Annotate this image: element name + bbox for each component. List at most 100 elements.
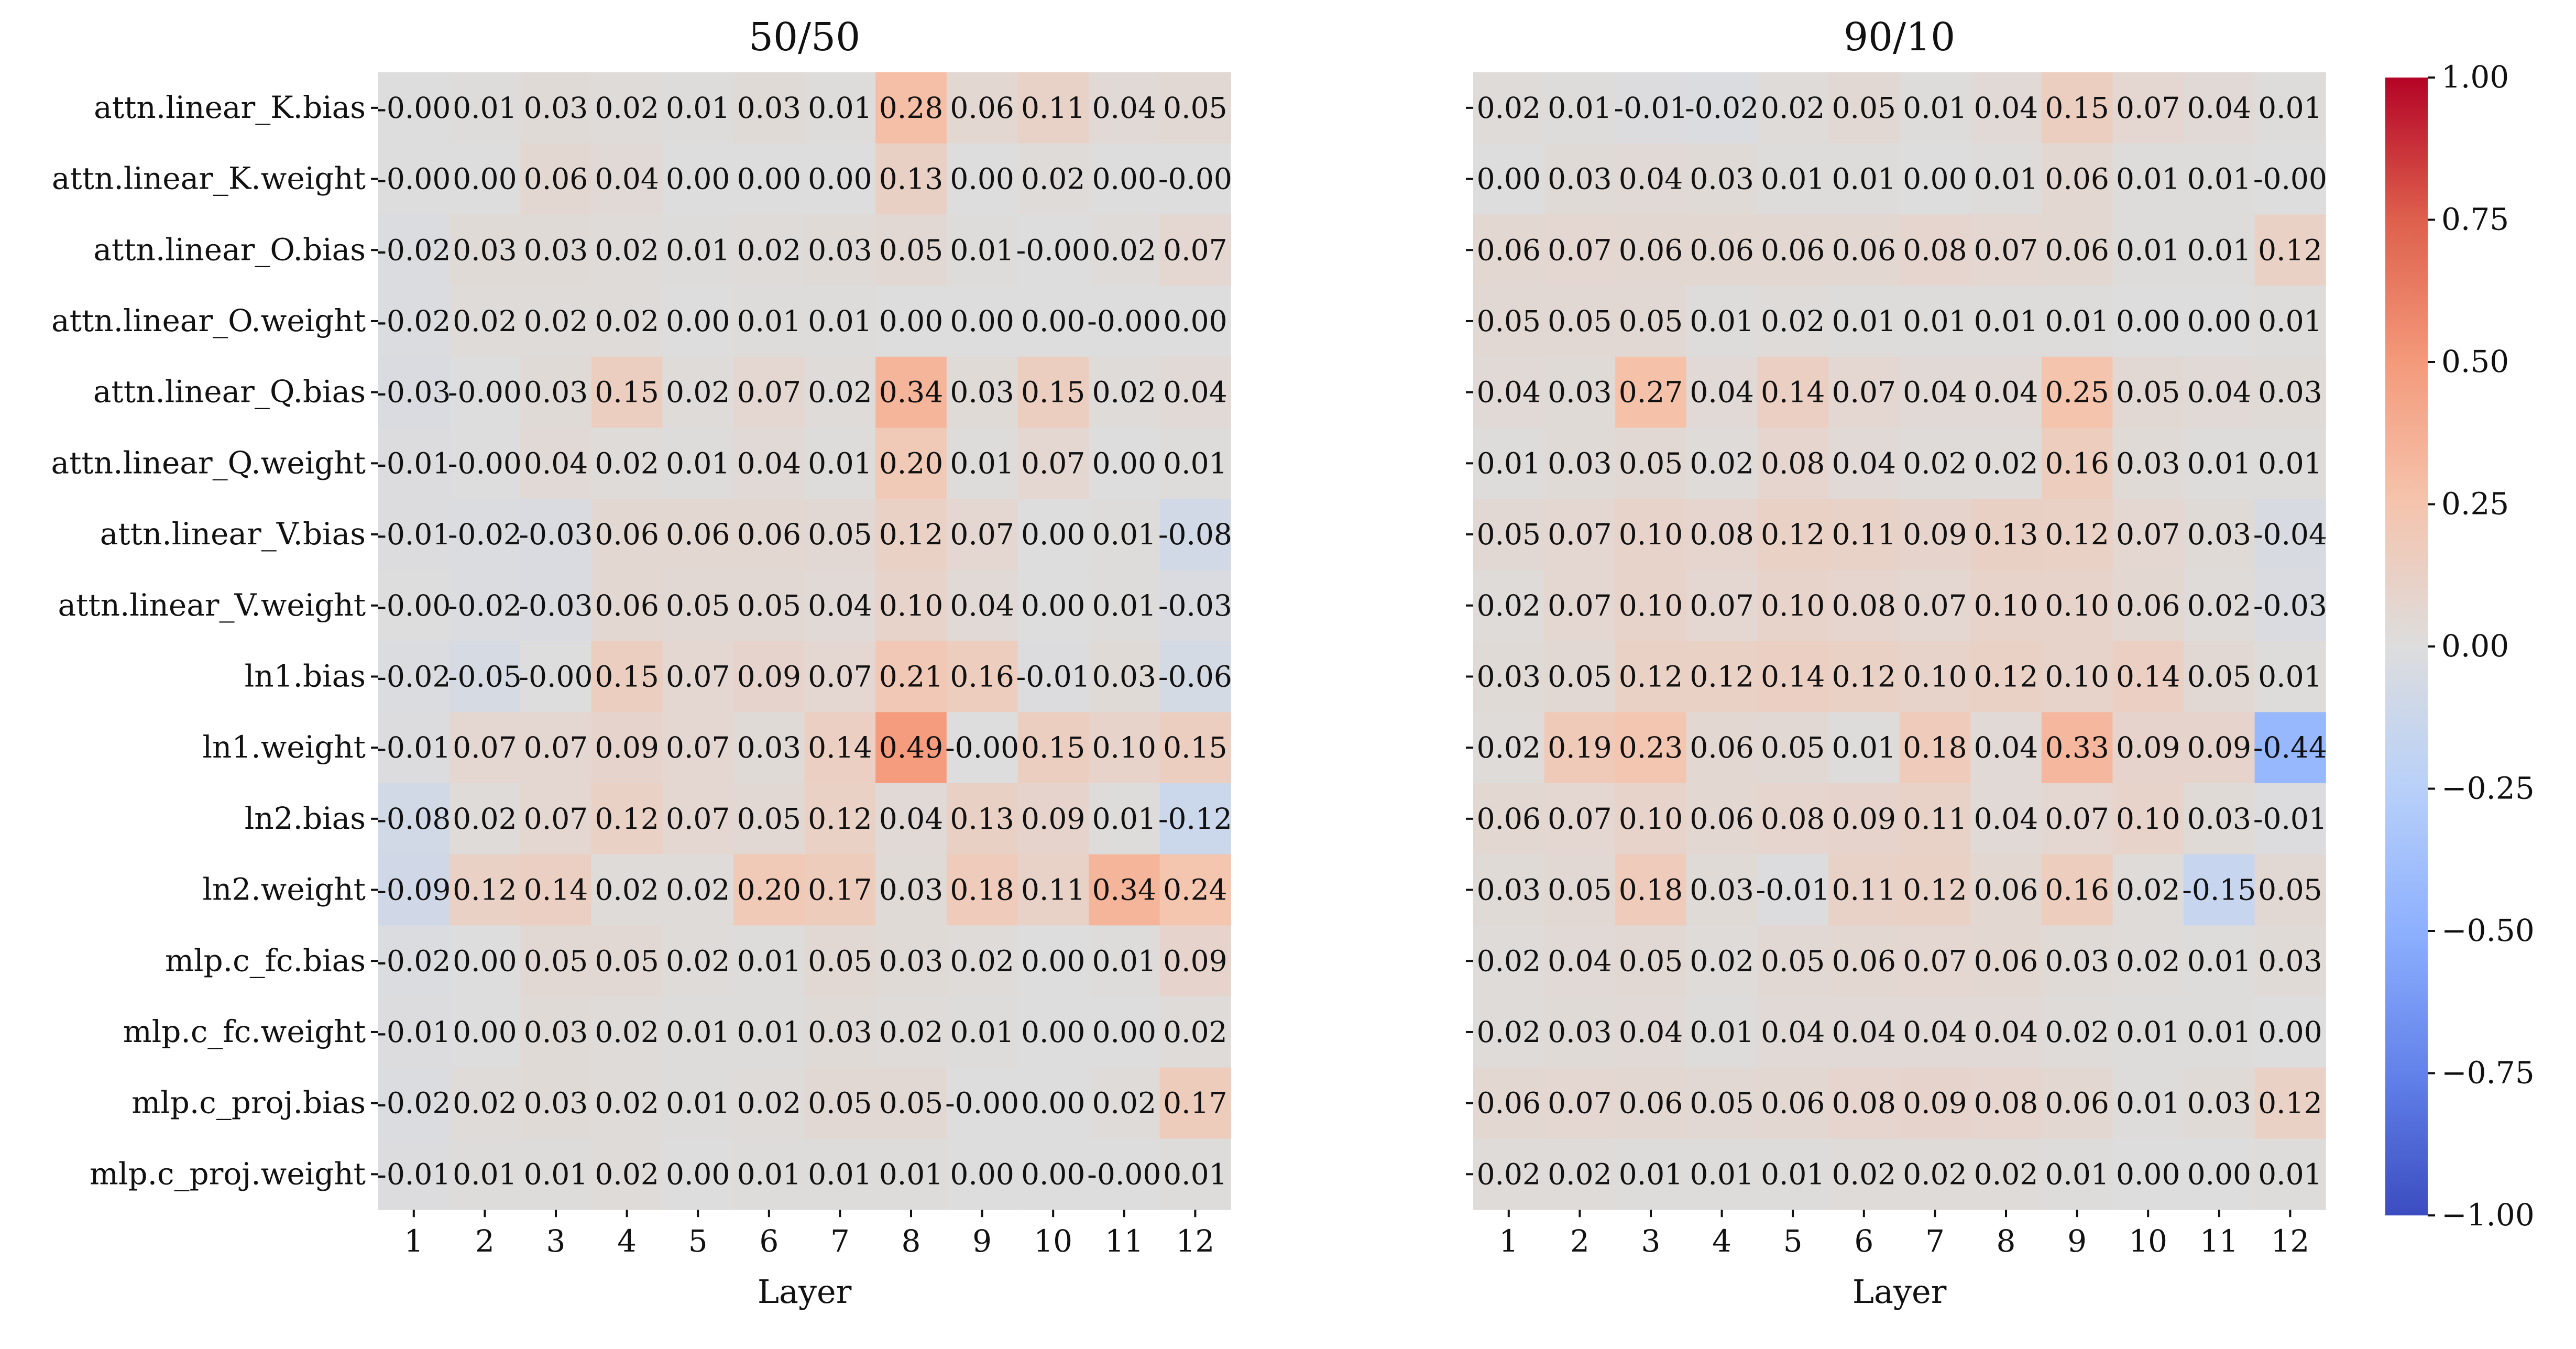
heatmap-cell	[875, 427, 947, 499]
x-tick-label: 4	[617, 1223, 637, 1259]
x-tick-label: 6	[759, 1223, 779, 1259]
heatmap-cell	[804, 427, 876, 499]
heatmap-cell	[662, 499, 734, 571]
cell-value-label: -0.06	[1158, 660, 1232, 693]
cell-value-label: 0.49	[879, 731, 943, 764]
cell-value-label: 0.07	[1903, 589, 1967, 622]
heatmap-cell	[1615, 427, 1687, 499]
heatmap-cell	[2041, 783, 2113, 855]
cell-value-label: 0.02	[1832, 1157, 1896, 1191]
cell-value-label: 0.02	[453, 304, 517, 338]
cell-value-label: 0.05	[1761, 944, 1825, 978]
cell-value-label: 0.01	[950, 1015, 1014, 1049]
cell-value-label: 0.12	[1690, 660, 1753, 693]
heatmap-cell	[1017, 1138, 1089, 1210]
cell-value-label: 0.01	[666, 1087, 730, 1120]
cell-value-label: 0.06	[1761, 1087, 1825, 1120]
cell-value-label: 0.07	[737, 376, 801, 409]
panel-title: 90/10	[1844, 15, 1955, 60]
heatmap-cell	[591, 569, 663, 642]
heatmap-cell	[1615, 996, 1687, 1068]
y-tick-label: ln1.bias	[245, 658, 366, 694]
cell-value-label: 0.05	[2187, 660, 2251, 693]
x-tick-label: 11	[2200, 1223, 2239, 1259]
heatmap-cell	[1686, 1138, 1758, 1210]
heatmap-cell	[520, 783, 592, 855]
cell-value-label: 0.05	[1477, 304, 1541, 338]
cell-value-label: 0.09	[1021, 802, 1085, 836]
y-tick-label: mlp.c_proj.weight	[90, 1156, 366, 1191]
cell-value-label: 0.06	[2116, 589, 2180, 622]
heatmap-cell	[2112, 143, 2184, 215]
cell-value-label: -0.44	[2253, 731, 2327, 764]
cell-value-label: -0.03	[2253, 589, 2327, 622]
heatmap-cell	[2041, 143, 2113, 215]
heatmap-cell	[378, 925, 450, 997]
heatmap-cell	[875, 143, 947, 215]
heatmap-cell	[591, 286, 663, 357]
heatmap-cell	[733, 427, 805, 499]
cell-value-label: 0.01	[1690, 304, 1753, 338]
heatmap-cell	[662, 1067, 734, 1139]
heatmap-cell	[1899, 72, 1971, 144]
heatmap-cell	[378, 569, 450, 642]
x-axis-label: Layer	[758, 1273, 852, 1311]
heatmap-cell	[2112, 569, 2184, 642]
x-tick-label: 8	[902, 1223, 921, 1259]
cell-value-label: 0.02	[1477, 589, 1541, 622]
heatmap-cell	[1615, 569, 1687, 642]
cell-value-label: 0.07	[1021, 446, 1085, 480]
cell-value-label: 0.01	[1477, 446, 1541, 480]
heatmap-cell	[1686, 427, 1758, 499]
cell-value-label: 0.01	[1832, 304, 1896, 338]
cell-value-label: 0.00	[1021, 1157, 1085, 1191]
heatmap-cell	[2041, 72, 2113, 144]
cell-value-label: 0.07	[1548, 589, 1612, 622]
heatmap-cell	[2041, 569, 2113, 642]
heatmap-cell	[1899, 214, 1971, 286]
heatmap-cell	[2254, 996, 2326, 1068]
cell-value-label: 0.02	[453, 1087, 517, 1120]
heatmap-cell	[2112, 1067, 2184, 1139]
cell-value-label: -0.15	[2182, 873, 2256, 907]
cell-value-label: 0.04	[595, 162, 659, 196]
heatmap-cell	[1089, 783, 1160, 855]
heatmap-cell	[804, 712, 876, 784]
heatmap-cell	[1089, 356, 1160, 429]
heatmap-cell	[1544, 925, 1616, 997]
heatmap-cell	[591, 1067, 663, 1139]
heatmap-cell	[1757, 783, 1829, 855]
heatmap-cell	[1757, 286, 1829, 357]
heatmap-cell	[1017, 783, 1089, 855]
heatmap-cell	[1899, 356, 1971, 429]
heatmap-cell	[1159, 72, 1231, 144]
heatmap-cell	[1089, 925, 1160, 997]
cell-value-label: 0.09	[1903, 1087, 1967, 1120]
cell-value-label: 0.03	[2187, 518, 2251, 551]
heatmap-cell	[2184, 569, 2255, 642]
cell-value-label: 0.07	[950, 518, 1014, 551]
heatmap-cell	[2041, 356, 2113, 429]
heatmap-cell	[1089, 641, 1160, 712]
heatmap-cell	[1473, 72, 1545, 144]
cell-value-label: 0.07	[2045, 802, 2109, 836]
cell-value-label: 0.02	[1477, 91, 1541, 125]
heatmap-cell	[2041, 996, 2113, 1068]
heatmap-cell	[378, 143, 450, 215]
cell-value-label: 0.04	[950, 589, 1014, 622]
cell-value-label: 0.00	[666, 1157, 730, 1191]
heatmap-cell	[1970, 356, 2042, 429]
cell-value-label: 0.03	[808, 1015, 872, 1049]
heatmap-cell	[1544, 214, 1616, 286]
cell-value-label: 0.04	[1690, 376, 1753, 409]
cell-value-label: 0.01	[2258, 304, 2322, 338]
heatmap-cell	[1686, 854, 1758, 926]
cell-value-label: 0.00	[2187, 304, 2251, 338]
cell-value-label: 0.03	[950, 376, 1014, 409]
heatmap-cell	[520, 641, 592, 712]
heatmap-cell	[1828, 925, 1900, 997]
heatmap-cell	[1473, 143, 1545, 215]
heatmap-cell	[2112, 783, 2184, 855]
heatmap-cell	[2041, 427, 2113, 499]
cell-value-label: 0.00	[666, 162, 730, 196]
